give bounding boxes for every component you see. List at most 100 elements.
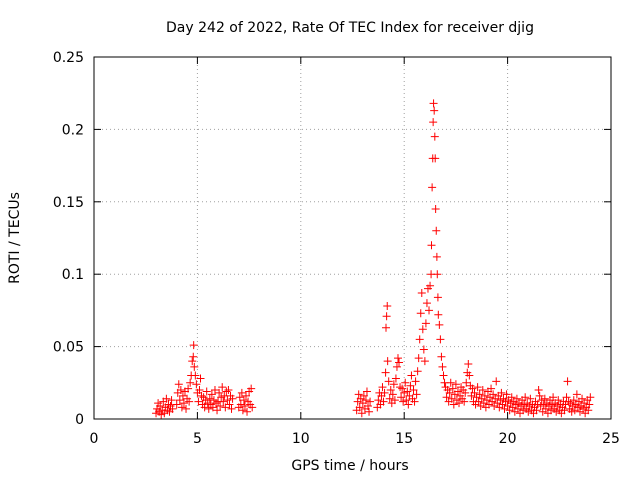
data-point — [420, 357, 429, 366]
data-point — [461, 388, 470, 397]
data-point — [432, 252, 441, 261]
data-point — [445, 388, 454, 397]
data-point — [431, 154, 440, 163]
data-point — [236, 400, 245, 409]
data-point — [241, 391, 250, 400]
data-point — [417, 289, 426, 298]
data-point — [202, 387, 211, 396]
axis-ticks: 0 5 10 15 20 25 0 0.05 0.1 0.15 0.2 0.25 — [53, 50, 620, 447]
data-point — [403, 387, 412, 396]
data-point — [379, 397, 388, 406]
data-point — [470, 388, 479, 397]
data-point — [455, 399, 464, 408]
data-point — [497, 388, 506, 397]
data-point — [502, 390, 511, 399]
data-point — [489, 390, 498, 399]
data-point — [239, 396, 248, 405]
data-point — [560, 406, 569, 415]
y-tick-label: 0.05 — [53, 340, 84, 356]
data-point — [414, 354, 423, 363]
data-point — [179, 399, 188, 408]
data-point — [168, 404, 177, 413]
data-point — [210, 386, 219, 395]
data-point — [398, 384, 407, 393]
data-point — [569, 396, 578, 405]
data-point — [585, 400, 594, 409]
data-point — [391, 374, 400, 383]
data-point — [224, 386, 233, 395]
data-point — [228, 394, 237, 403]
data-point — [468, 384, 477, 393]
data-point — [195, 386, 204, 395]
data-point — [189, 352, 198, 361]
data-point — [412, 390, 421, 399]
data-point — [410, 397, 419, 406]
data-point — [448, 384, 457, 393]
data-point — [433, 293, 442, 302]
data-point — [406, 381, 415, 390]
data-point — [163, 406, 172, 415]
data-point — [362, 387, 371, 396]
data-point — [453, 387, 462, 396]
x-tick-label: 25 — [602, 431, 620, 447]
y-axis-label: ROTI / TECUs — [7, 192, 23, 284]
data-point — [433, 270, 442, 279]
data-points — [152, 99, 595, 419]
data-point — [390, 396, 399, 405]
data-point — [438, 362, 447, 371]
data-point — [427, 241, 436, 250]
data-point — [361, 396, 370, 405]
data-point — [212, 399, 221, 408]
data-point — [164, 400, 173, 409]
x-tick-label: 5 — [193, 431, 202, 447]
data-point — [167, 396, 176, 405]
data-point — [428, 183, 437, 192]
data-point — [492, 377, 501, 386]
data-point — [222, 387, 231, 396]
data-point — [402, 396, 411, 405]
data-point — [439, 371, 448, 380]
data-point — [429, 118, 438, 127]
data-point — [186, 378, 195, 387]
data-point — [364, 401, 373, 410]
data-point — [480, 391, 489, 400]
data-point — [395, 358, 404, 367]
data-point — [380, 388, 389, 397]
data-point — [205, 394, 214, 403]
data-point — [462, 378, 471, 387]
data-point — [418, 325, 427, 334]
data-point — [534, 386, 543, 395]
data-point — [421, 319, 430, 328]
chart-title: Day 242 of 2022, Rate Of TEC Index for r… — [166, 20, 534, 36]
data-point — [507, 393, 516, 402]
data-point — [192, 380, 201, 389]
data-point — [446, 378, 455, 387]
data-point — [416, 309, 425, 318]
data-point — [430, 106, 439, 115]
data-point — [204, 404, 213, 413]
data-point — [383, 302, 392, 311]
data-point — [526, 394, 535, 403]
data-point — [512, 394, 521, 403]
data-point — [191, 371, 200, 380]
data-point — [366, 397, 375, 406]
data-point — [425, 306, 434, 315]
data-point — [401, 378, 410, 387]
data-point — [248, 403, 257, 412]
data-point — [194, 397, 203, 406]
data-point — [449, 400, 458, 409]
data-point — [235, 393, 244, 402]
data-point — [426, 281, 435, 290]
data-point — [213, 406, 222, 415]
data-point — [397, 393, 406, 402]
y-tick-label: 0.25 — [53, 50, 84, 66]
data-point — [392, 362, 401, 371]
data-point — [473, 383, 482, 392]
data-point — [396, 383, 405, 392]
data-point — [432, 226, 441, 235]
data-point — [465, 371, 474, 380]
data-point — [572, 390, 581, 399]
data-point — [383, 357, 392, 366]
data-point — [549, 393, 558, 402]
